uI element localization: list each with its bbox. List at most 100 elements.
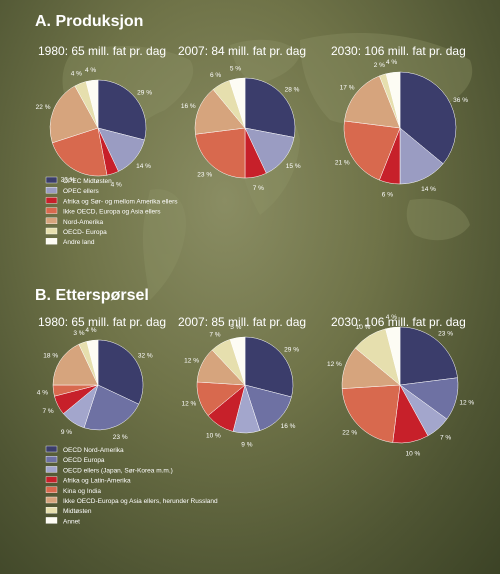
legend-label: OPEC ellers bbox=[63, 188, 100, 195]
legend-swatch bbox=[45, 507, 58, 514]
section-title: A. Produksjon bbox=[35, 13, 143, 30]
legend-label: OECD Europa bbox=[63, 457, 105, 464]
pie-title: 2007: 85 mill. fat pr. dag bbox=[178, 315, 306, 329]
slice-label: 7 % bbox=[42, 408, 53, 415]
legend-swatch bbox=[45, 476, 58, 483]
slice-label: 12 % bbox=[184, 357, 199, 364]
pie-slice bbox=[85, 79, 99, 129]
slice-label: 4 % bbox=[85, 67, 96, 74]
legend-label: Afrika og Sør- og mellom Amerika ellers bbox=[63, 198, 178, 205]
legend-swatch bbox=[45, 456, 58, 463]
pie-slice bbox=[52, 127, 108, 177]
slice-label: 7 % bbox=[440, 434, 451, 441]
slice-label: 29 % bbox=[284, 346, 299, 353]
legend-label: Afrika og Latin-Amerika bbox=[63, 478, 131, 485]
legend-label: Andre land bbox=[63, 239, 95, 246]
pie-slice bbox=[194, 89, 246, 135]
pie-chart bbox=[49, 79, 147, 177]
pie-title: 2030: 106 mill. fat pr. dag bbox=[331, 315, 466, 329]
legend-label: OECD- Europa bbox=[63, 229, 107, 236]
slice-label: 4 % bbox=[85, 327, 96, 334]
slice-label: 7 % bbox=[253, 185, 264, 192]
slice-label: 14 % bbox=[136, 163, 151, 170]
slice-label: 36 % bbox=[453, 97, 468, 104]
slice-label: 12 % bbox=[327, 361, 342, 368]
slice-label: 9 % bbox=[241, 442, 252, 449]
slice-label: 15 % bbox=[286, 163, 301, 170]
slice-label: 22 % bbox=[342, 430, 357, 437]
pie-chart bbox=[194, 77, 296, 179]
slice-label: 10 % bbox=[356, 324, 371, 331]
legend-swatch bbox=[45, 486, 58, 493]
legend-label: OPEC Midtøsten bbox=[63, 178, 112, 185]
pie-slice bbox=[399, 326, 458, 386]
slice-label: 4 % bbox=[71, 71, 82, 78]
slice-label: 22 % bbox=[36, 104, 51, 111]
pie-slice bbox=[86, 339, 99, 386]
slice-label: 12 % bbox=[459, 400, 474, 407]
pie-slice bbox=[195, 127, 246, 179]
legend-swatch bbox=[45, 217, 58, 225]
slice-label: 3 % bbox=[73, 330, 84, 337]
legend-swatch bbox=[45, 176, 58, 184]
pie-chart bbox=[341, 326, 459, 444]
pie-slice bbox=[344, 75, 401, 129]
pie-slice bbox=[97, 79, 147, 141]
slice-label: 12 % bbox=[181, 401, 196, 408]
slice-label: 10 % bbox=[405, 450, 420, 457]
legend-swatch bbox=[45, 445, 58, 453]
slice-label: 9 % bbox=[61, 429, 72, 436]
pie-slice bbox=[49, 85, 99, 144]
legend-label: Nord-Amerika bbox=[63, 219, 103, 226]
pie-slice bbox=[52, 343, 99, 386]
legend-swatch bbox=[45, 496, 58, 504]
slice-label: 2 % bbox=[374, 62, 385, 69]
pie-chart bbox=[343, 71, 457, 185]
slice-label: 23 % bbox=[197, 171, 212, 178]
slice-label: 4 % bbox=[111, 182, 122, 189]
slice-label: 23 % bbox=[61, 176, 76, 183]
section-title: B. Etterspørsel bbox=[35, 287, 149, 304]
slice-label: 23 % bbox=[438, 331, 453, 338]
legend-swatch bbox=[45, 466, 58, 473]
slice-label: 4 % bbox=[386, 59, 397, 66]
slice-label: 16 % bbox=[281, 423, 296, 430]
legend-label: Ikke OECD-Europa og Asia ellers, herunde… bbox=[63, 498, 218, 505]
pie-title: 1980: 65 mill. fat pr. dag bbox=[38, 44, 166, 58]
legend-label: OECD Nord-Amerika bbox=[63, 447, 124, 454]
pie-slice bbox=[229, 336, 246, 386]
pie-title: 2030: 106 mill. fat pr. dag bbox=[331, 44, 466, 58]
slice-label: 18 % bbox=[43, 353, 58, 360]
pie-slice bbox=[343, 120, 401, 181]
slice-label: 4 % bbox=[386, 314, 397, 321]
pie-slice bbox=[244, 77, 296, 138]
slice-label: 6 % bbox=[210, 72, 221, 79]
legend-swatch bbox=[45, 207, 58, 214]
slice-label: 5 % bbox=[230, 324, 241, 331]
pie-title: 1980: 65 mill. fat pr. dag bbox=[38, 315, 166, 329]
pie-slice bbox=[97, 339, 144, 405]
pie-chart bbox=[52, 339, 144, 431]
slice-label: 29 % bbox=[137, 89, 152, 96]
legend-label: Annet bbox=[63, 518, 80, 525]
legend-swatch bbox=[45, 227, 58, 235]
slice-label: 4 % bbox=[37, 390, 48, 397]
legend-label: Midtøsten bbox=[63, 508, 92, 515]
slice-label: 32 % bbox=[138, 353, 153, 360]
slice-label: 5 % bbox=[230, 65, 241, 72]
slice-label: 21 % bbox=[335, 160, 350, 167]
pie-chart bbox=[196, 336, 294, 434]
slice-label: 14 % bbox=[421, 186, 436, 193]
legend-label: Ikke OECD, Europa og Asia ellers bbox=[63, 209, 161, 216]
pie-title: 2007: 84 mill. fat pr. dag bbox=[178, 44, 306, 58]
pie-slice bbox=[341, 384, 401, 443]
pie-slice bbox=[244, 384, 292, 431]
pie-slice bbox=[399, 71, 457, 165]
slice-label: 17 % bbox=[340, 84, 355, 91]
legend-swatch bbox=[45, 186, 58, 194]
pie-slice bbox=[385, 326, 401, 386]
pie-slice bbox=[229, 77, 246, 129]
slice-label: 28 % bbox=[285, 87, 300, 94]
